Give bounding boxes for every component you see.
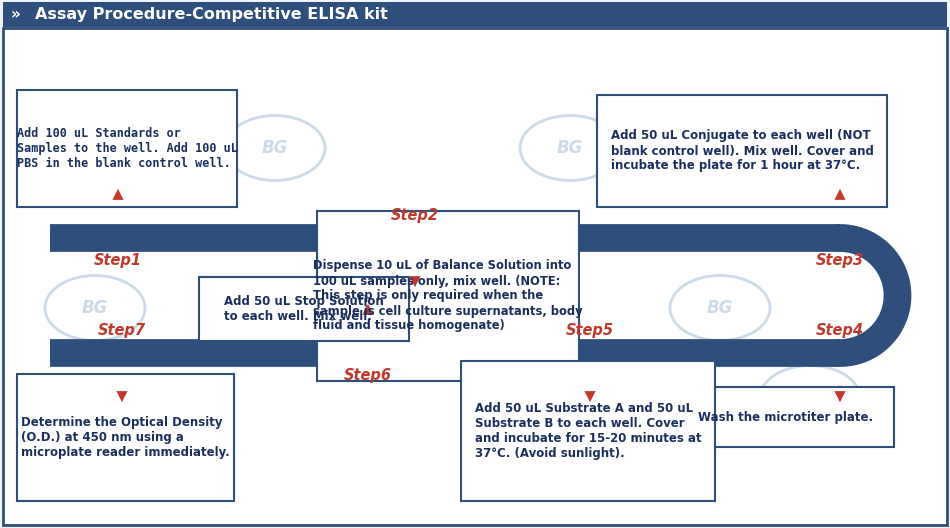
Text: BG: BG [797, 389, 823, 407]
Text: Step3: Step3 [816, 253, 864, 268]
Polygon shape [440, 2, 470, 27]
Bar [3, 2, 947, 27]
Text: BG: BG [262, 139, 288, 157]
Text: Step2: Step2 [391, 208, 439, 223]
Text: BG: BG [82, 299, 108, 317]
Text: BG: BG [747, 139, 773, 157]
Text: Add 100 uL Standards or
Samples to the well. Add 100 uL
PBS in the blank control: Add 100 uL Standards or Samples to the w… [16, 127, 238, 170]
Text: Determine the Optical Density
(O.D.) at 450 nm using a
microplate reader immedia: Determine the Optical Density (O.D.) at … [21, 416, 230, 459]
FancyBboxPatch shape [17, 90, 237, 207]
Text: BG: BG [707, 299, 733, 317]
Text: Add 50 uL Stop Solution
to each well. Mix well.: Add 50 uL Stop Solution to each well. Mi… [224, 295, 384, 323]
Text: Step7: Step7 [98, 323, 146, 338]
Text: Step5: Step5 [566, 323, 614, 338]
Text: Add 50 uL Substrate A and 50 uL
Substrate B to each well. Cover
and incubate for: Add 50 uL Substrate A and 50 uL Substrat… [475, 402, 701, 460]
Text: Add 50 uL Conjugate to each well (NOT
blank control well). Mix well. Cover and
i: Add 50 uL Conjugate to each well (NOT bl… [611, 129, 873, 173]
FancyBboxPatch shape [199, 277, 409, 341]
FancyBboxPatch shape [677, 387, 894, 447]
FancyBboxPatch shape [317, 211, 579, 381]
Text: BG: BG [557, 139, 583, 157]
Text: Assay Procedure-Competitive ELISA kit: Assay Procedure-Competitive ELISA kit [35, 7, 388, 22]
FancyBboxPatch shape [461, 361, 715, 501]
Text: Wash the microtiter plate.: Wash the microtiter plate. [698, 410, 873, 423]
Text: Step4: Step4 [816, 323, 864, 338]
Text: Dispense 10 uL of Balance Solution into
100 uL samples only, mix well. (NOTE:
Th: Dispense 10 uL of Balance Solution into … [314, 259, 582, 333]
Text: »: » [10, 7, 20, 22]
FancyBboxPatch shape [17, 374, 234, 501]
Text: BG: BG [377, 299, 403, 317]
FancyBboxPatch shape [597, 95, 887, 207]
Text: Step1: Step1 [94, 253, 142, 268]
Text: Step6: Step6 [344, 368, 392, 383]
